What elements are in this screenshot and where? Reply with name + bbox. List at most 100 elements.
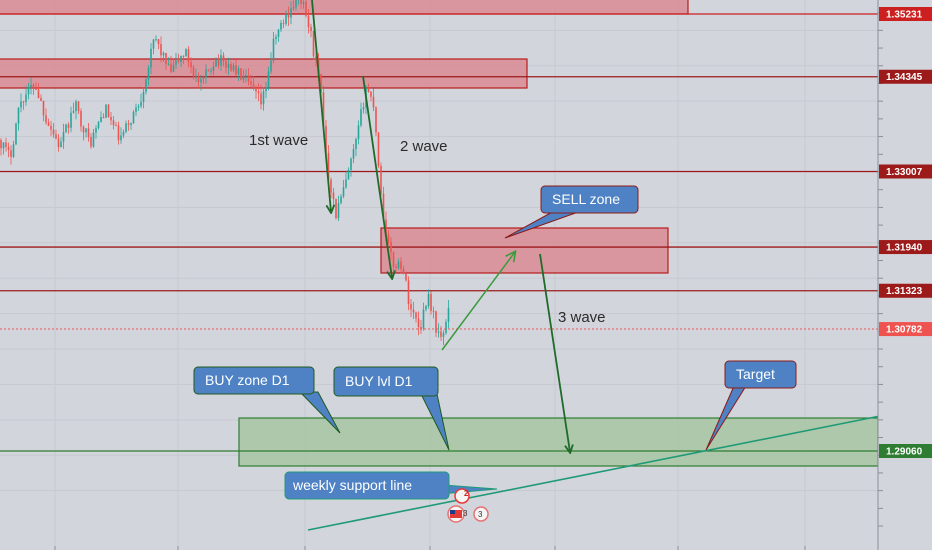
candle-body <box>262 91 265 105</box>
candle-body <box>192 67 195 77</box>
candle-body <box>435 311 437 333</box>
candle-body <box>92 132 95 147</box>
resistance-zone-mid <box>0 58 528 89</box>
wave2-label: 2 wave <box>400 138 448 155</box>
candle-body <box>350 158 352 171</box>
candle-body <box>442 333 445 337</box>
candle-body <box>410 303 412 310</box>
candle-body <box>5 142 7 147</box>
candle-body <box>347 170 350 180</box>
candle-body <box>187 49 190 63</box>
buy-level-label: BUY lvl D1 <box>345 373 413 389</box>
candle-body <box>125 123 127 132</box>
price-axis[interactable]: 1.35231 1.34345 1.33007 1.31940 1.31323 1.307… <box>877 0 932 550</box>
candle-body <box>62 132 65 142</box>
candle-body <box>202 77 205 79</box>
candle-body <box>330 179 332 193</box>
buy-zone-callout[interactable]: BUY zone D1 <box>193 366 341 434</box>
candle-body <box>217 59 220 66</box>
candle-body <box>322 92 325 126</box>
target-label: Target <box>736 366 775 382</box>
price-axis-background <box>878 0 932 550</box>
candle-body <box>137 106 140 108</box>
candle-body <box>120 135 122 141</box>
candle-body <box>40 97 42 101</box>
candle-body <box>417 318 420 327</box>
candle-body <box>250 81 252 85</box>
candle-body <box>400 261 402 270</box>
candle-body <box>130 123 132 125</box>
candle-body <box>382 193 385 220</box>
candle-body <box>105 104 107 118</box>
candle-body <box>95 127 97 133</box>
candle-body <box>352 149 355 159</box>
event-badge-flag-gb[interactable] <box>473 506 489 522</box>
candle-body <box>150 48 152 68</box>
candle-body <box>375 107 377 133</box>
price-level-tag <box>879 322 932 337</box>
candle-body <box>200 78 202 83</box>
price-level-label: 1.30782 <box>886 325 923 336</box>
candle-body <box>72 111 75 113</box>
candle-body <box>122 131 125 136</box>
price-level-label: 1.34345 <box>886 72 923 83</box>
candle-body <box>445 321 447 334</box>
candle-body <box>447 308 450 322</box>
time-axis <box>54 546 806 550</box>
candle-body <box>332 192 335 200</box>
candle-body <box>77 101 80 111</box>
candle-body <box>427 293 430 307</box>
arrow-wave1 <box>311 0 331 212</box>
candle-body <box>247 75 250 82</box>
buy-level-callout[interactable]: BUY lvl D1 <box>333 366 450 451</box>
candle-body <box>27 87 30 95</box>
candle-body <box>22 101 25 103</box>
resistance-zone-top <box>0 0 689 15</box>
candle-body <box>32 84 35 89</box>
event-badges[interactable]: 2 3 3 <box>447 488 489 523</box>
candle-body <box>422 309 425 329</box>
candle-body <box>167 63 170 65</box>
candle-body <box>327 153 330 180</box>
price-level-tag <box>879 164 932 179</box>
event-badge-flag-ca[interactable] <box>454 488 470 504</box>
candle-body <box>340 196 342 204</box>
price-level-tag <box>879 240 932 255</box>
arrow-wave2 <box>362 75 392 278</box>
candle-body <box>315 56 317 60</box>
sell-zone-callout[interactable]: SELL zone <box>504 185 639 239</box>
arrow-wave3 <box>539 253 570 452</box>
candle-body <box>162 52 165 56</box>
candle-body <box>342 187 345 197</box>
candle-body <box>12 144 15 157</box>
candle-body <box>80 110 82 127</box>
candle-body <box>282 22 285 24</box>
candle-body <box>195 75 197 77</box>
buy-level-callout-box <box>333 366 439 397</box>
candle-body <box>310 26 312 32</box>
candlesticks <box>0 0 450 346</box>
weekly-support-line[interactable] <box>307 415 881 531</box>
candle-body <box>90 136 92 147</box>
candle-body <box>305 1 307 16</box>
candle-body <box>292 7 295 9</box>
candle-body <box>155 39 157 41</box>
candle-body <box>362 107 365 110</box>
candle-body <box>102 117 105 119</box>
zones <box>0 0 879 467</box>
candle-body <box>60 141 62 148</box>
candle-body <box>160 43 162 56</box>
price-axis-labels: 1.35231 1.34345 1.33007 1.31940 1.31323 1.307… <box>879 7 932 458</box>
candle-body <box>97 122 100 128</box>
candle-body <box>140 101 142 107</box>
candle-body <box>42 100 45 116</box>
target-callout[interactable]: Target <box>705 360 797 451</box>
candle-body <box>157 39 160 44</box>
candle-body <box>185 49 187 56</box>
candle-body <box>107 104 110 117</box>
candle-body <box>65 124 67 133</box>
price-level-tag <box>879 69 932 84</box>
candle-body <box>57 138 60 148</box>
